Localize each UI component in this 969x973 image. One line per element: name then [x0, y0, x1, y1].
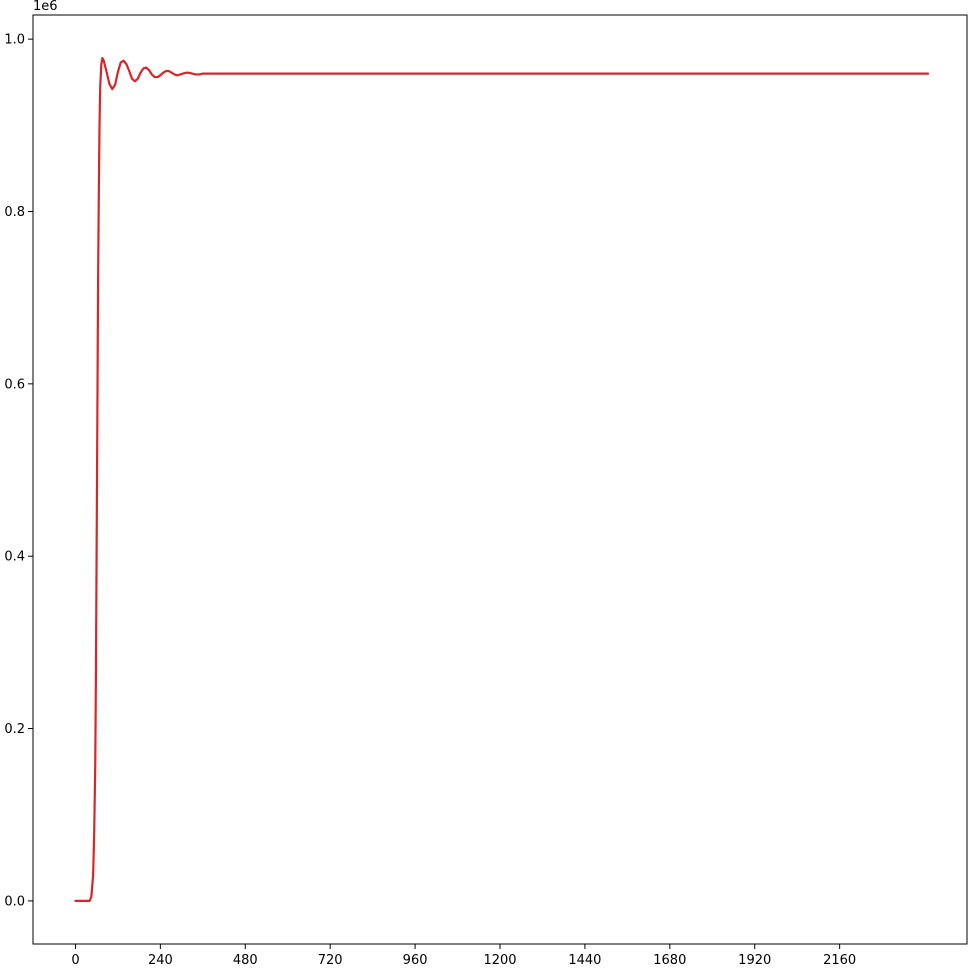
axes: 0 240 480 720 960 1200 1440 1680 1920 2160 0.0 0.2 0… — [4, 14, 968, 968]
x-tick-label-6: 1440 — [568, 953, 601, 968]
y-axis-offset-label: 1e6 — [33, 0, 58, 14]
y-tick-label-2: 0.4 — [4, 550, 25, 565]
y-tick-label-4: 0.8 — [4, 205, 25, 220]
x-tick-label-5: 1200 — [483, 953, 516, 968]
y-tick-label-3: 0.6 — [4, 377, 25, 392]
x-tick-label-7: 1680 — [653, 953, 686, 968]
series-line-0 — [74, 56, 930, 903]
x-tick-label-1: 240 — [148, 953, 173, 968]
x-tick-label-4: 960 — [403, 953, 428, 968]
x-tick-label-9: 2160 — [823, 953, 856, 968]
x-tick-label-8: 1920 — [738, 953, 771, 968]
x-tick-label-2: 480 — [233, 953, 258, 968]
y-tick-label-1: 0.2 — [4, 722, 25, 737]
x-tick-label-0: 0 — [71, 953, 79, 968]
y-tick-label-0: 0.0 — [4, 894, 25, 909]
plot-area — [74, 56, 930, 903]
y-tick-label-5: 1.0 — [4, 33, 25, 48]
axes-frame — [32, 14, 968, 945]
x-tick-label-3: 720 — [318, 953, 343, 968]
